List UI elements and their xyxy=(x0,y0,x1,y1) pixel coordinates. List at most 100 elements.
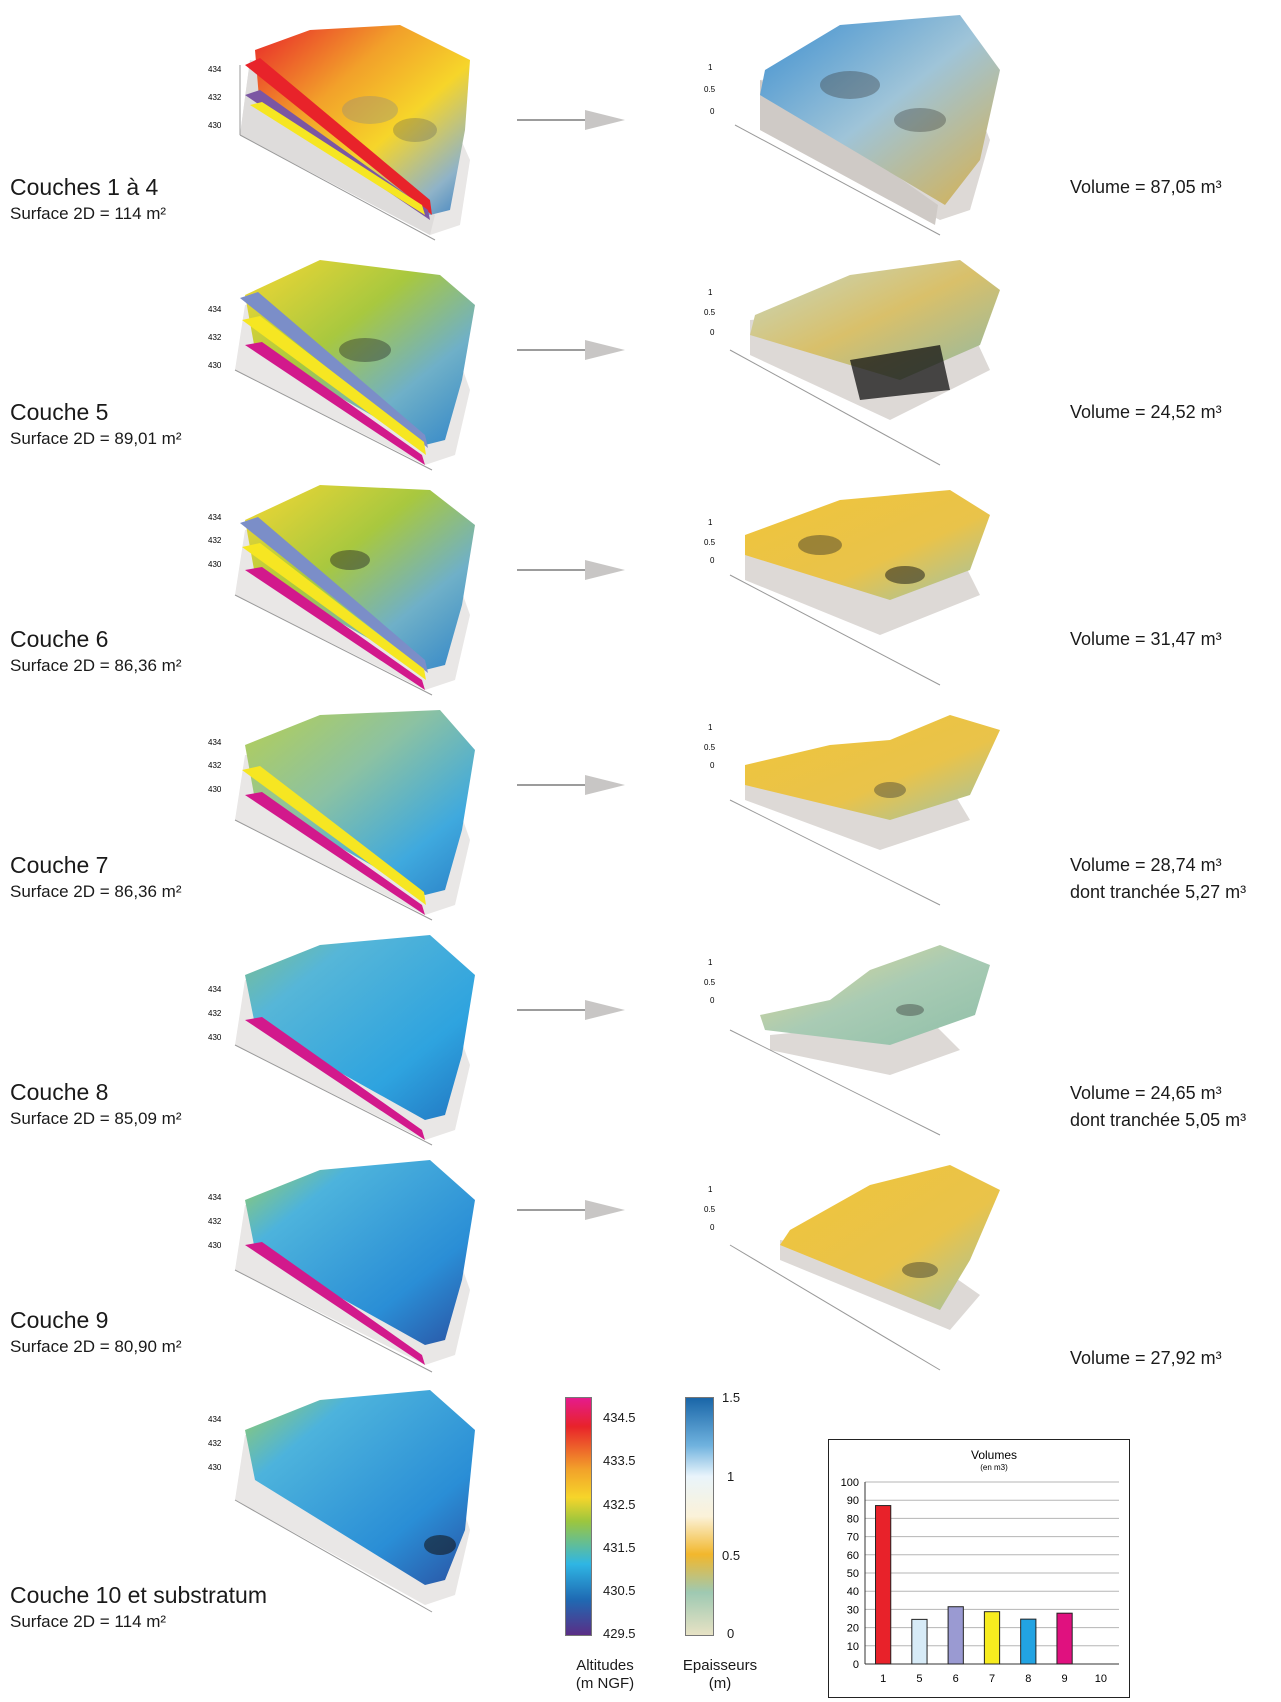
y-tick-label: 40 xyxy=(847,1586,859,1598)
layer-surface: Surface 2D = 114 m² xyxy=(10,204,167,223)
axis-tick: 430 xyxy=(208,1463,222,1472)
axis-tick: 0.5 xyxy=(704,538,716,547)
layer-volume-note: dont tranchée 5,05 m³ xyxy=(1070,1110,1247,1130)
bar-5 xyxy=(911,1618,928,1665)
y-tick-label: 70 xyxy=(847,1532,859,1544)
x-tick-label: 6 xyxy=(953,1673,959,1685)
y-tick-label: 10 xyxy=(847,1641,859,1653)
axis-tick: 0.5 xyxy=(704,1205,716,1214)
axis-tick: 434 xyxy=(208,1415,222,1424)
layer-title: Couche 9 xyxy=(10,1307,109,1333)
arrow-icon xyxy=(517,110,625,130)
axis-tick: 1 xyxy=(708,518,713,527)
axis-tick: 0 xyxy=(710,328,715,337)
altitude-block-3d: 434 432 430 xyxy=(208,1390,475,1613)
axis-tick: 1 xyxy=(708,958,713,967)
layer-title: Couche 5 xyxy=(10,399,109,425)
thickness-block-3d: 1 0.5 0 xyxy=(704,1165,1000,1371)
thickness-block-3d: 1 0.5 0 xyxy=(704,715,1000,906)
layer-volume: Volume = 28,74 m³ xyxy=(1070,855,1222,875)
altitude-tick: 430.5 xyxy=(603,1583,636,1598)
layer-row: 434 432 430 1 0.5 0 xyxy=(0,475,1281,700)
axis-tick: 0 xyxy=(710,1223,715,1232)
axis-tick: 1 xyxy=(708,63,713,72)
axis-tick: 1 xyxy=(708,288,713,297)
bar-8 xyxy=(1020,1618,1037,1665)
x-tick-label: 1 xyxy=(880,1673,886,1685)
layer-surface: Surface 2D = 86,36 m² xyxy=(10,656,182,675)
axis-tick: 432 xyxy=(208,761,222,770)
chart-title: Volumes xyxy=(971,1448,1017,1462)
axis-tick: 0 xyxy=(710,107,715,116)
axis-tick: 432 xyxy=(208,1217,222,1226)
thickness-caption-line: Epaisseurs xyxy=(682,1657,758,1674)
altitude-block-3d: 434 432 430 xyxy=(208,25,470,241)
altitude-caption-line: (m NGF) xyxy=(575,1675,635,1692)
x-tick-label: 8 xyxy=(1025,1673,1031,1685)
x-tick-label: 7 xyxy=(989,1673,995,1685)
layer-title: Couche 10 et substratum xyxy=(10,1582,267,1608)
axis-tick: 432 xyxy=(208,1439,222,1448)
layer-row: 434 432 430 1 0.5 0 xyxy=(0,250,1281,475)
bar-1 xyxy=(875,1505,892,1665)
altitude-block-3d: 434 432 430 xyxy=(208,710,475,921)
layer-title: Couche 8 xyxy=(10,1079,109,1105)
axis-tick: 0 xyxy=(710,556,715,565)
layer-row: 434 432 430 1 0.5 0 xyxy=(0,925,1281,1150)
y-tick-label: 50 xyxy=(847,1568,859,1580)
axis-tick: 0.5 xyxy=(704,743,716,752)
layer-row: 434 432 430 xyxy=(0,1380,530,1700)
arrow-icon xyxy=(517,340,625,360)
thickness-block-3d: 1 0.5 0 xyxy=(704,945,990,1136)
layer-surface: Surface 2D = 86,36 m² xyxy=(10,882,182,901)
y-tick-label: 90 xyxy=(847,1495,859,1507)
axis-tick: 0 xyxy=(710,761,715,770)
layer-volume: Volume = 27,92 m³ xyxy=(1070,1348,1222,1368)
layer-volume: Volume = 31,47 m³ xyxy=(1070,629,1222,649)
axis-tick: 0 xyxy=(710,996,715,1005)
axis-tick: 430 xyxy=(208,1241,222,1250)
axis-tick: 432 xyxy=(208,93,222,102)
axis-tick: 0.5 xyxy=(704,308,716,317)
axis-tick: 432 xyxy=(208,333,222,342)
layer-surface: Surface 2D = 114 m² xyxy=(10,1612,167,1631)
axis-tick: 434 xyxy=(208,985,222,994)
axis-tick: 1 xyxy=(708,1185,713,1194)
layer-surface: Surface 2D = 85,09 m² xyxy=(10,1109,182,1128)
y-tick-label: 80 xyxy=(847,1513,859,1525)
altitude-tick: 433.5 xyxy=(603,1453,636,1468)
altitude-colorbar xyxy=(565,1397,592,1636)
layer-row: 434 432 430 1 0.5 0 xyxy=(0,1150,1281,1380)
thickness-caption-line: (m) xyxy=(708,1675,732,1692)
layer-title: Couche 7 xyxy=(10,852,109,878)
bar-6 xyxy=(947,1606,964,1665)
altitude-caption-line: Altitudes xyxy=(576,1657,634,1674)
thickness-block-3d: 1 0.5 0 xyxy=(704,260,1000,466)
axis-tick: 432 xyxy=(208,1009,222,1018)
y-tick-label: 100 xyxy=(841,1477,859,1489)
layer-volume: Volume = 87,05 m³ xyxy=(1070,177,1222,197)
bar-7 xyxy=(983,1611,1001,1665)
thickness-colorbar xyxy=(685,1397,714,1636)
altitude-tick: 432.5 xyxy=(603,1497,636,1512)
axis-tick: 0.5 xyxy=(704,85,716,94)
axis-tick: 1 xyxy=(708,723,713,732)
altitude-tick: 429.5 xyxy=(603,1626,636,1641)
x-tick-label: 5 xyxy=(916,1673,922,1685)
layer-surface: Surface 2D = 80,90 m² xyxy=(10,1337,182,1356)
altitude-block-3d: 434 432 430 xyxy=(208,1160,475,1373)
axis-tick: 430 xyxy=(208,1033,222,1042)
arrow-icon xyxy=(517,560,625,580)
altitude-tick: 431.5 xyxy=(603,1540,636,1555)
axis-tick: 430 xyxy=(208,121,222,130)
axis-tick: 432 xyxy=(208,536,222,545)
thickness-tick: 0 xyxy=(727,1626,735,1641)
altitude-tick: 434.5 xyxy=(603,1410,636,1425)
thickness-tick: 1.5 xyxy=(722,1390,741,1405)
axis-tick: 434 xyxy=(208,305,222,314)
thickness-tick: 0.5 xyxy=(722,1548,741,1563)
layer-row: 434 432 430 1 0.5 0 xyxy=(0,700,1281,925)
arrow-icon xyxy=(517,1000,625,1020)
axis-tick: 434 xyxy=(208,513,222,522)
